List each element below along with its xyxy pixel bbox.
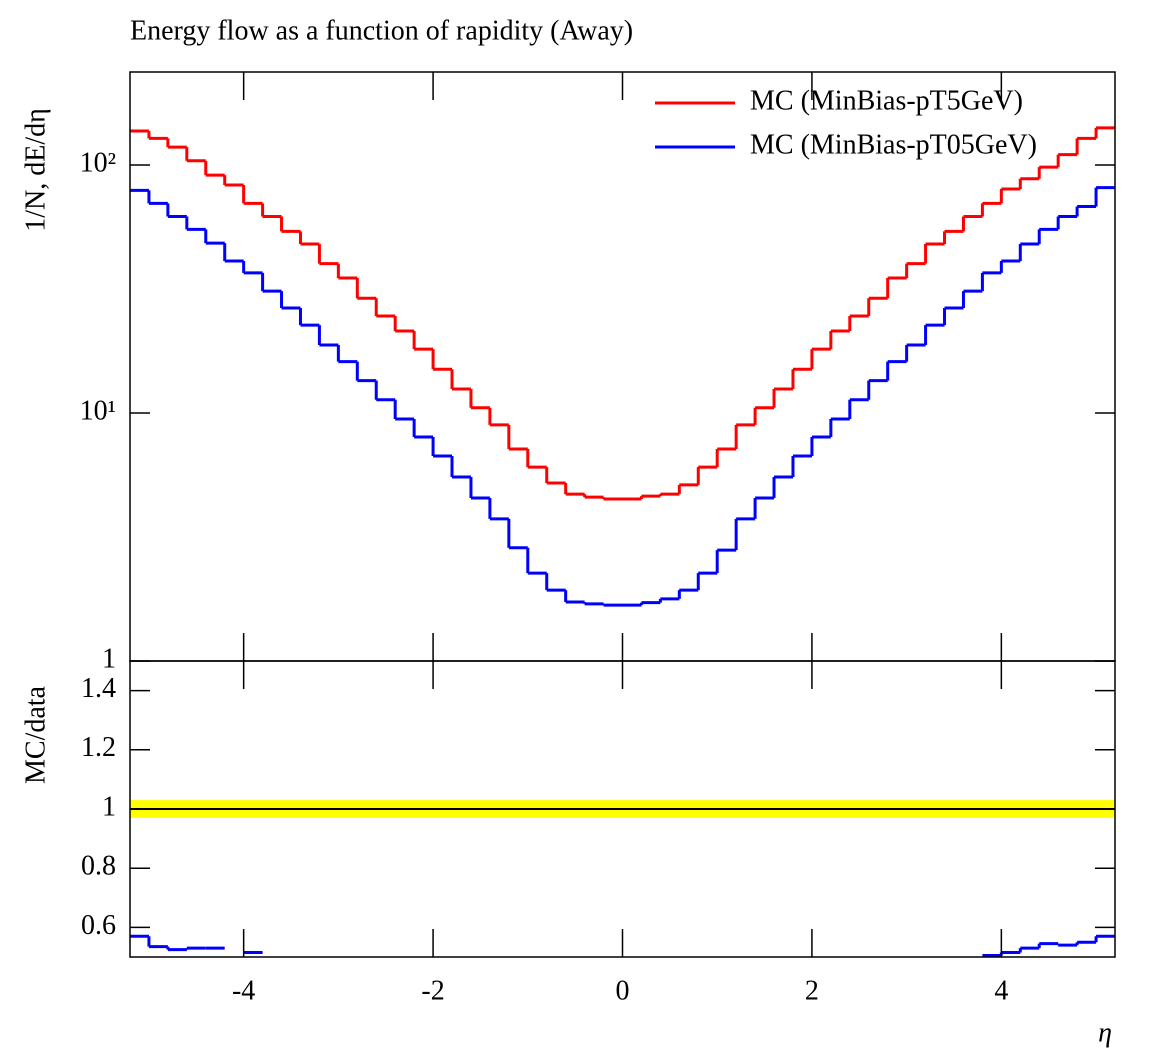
- x-tick-label: 2: [805, 975, 819, 1006]
- x-tick-label: 0: [616, 975, 630, 1006]
- x-tick-label: -4: [232, 975, 255, 1006]
- chart-title: Energy flow as a function of rapidity (A…: [130, 15, 633, 46]
- y-axis-label: 1/N, dE/dη: [20, 108, 51, 232]
- y-tick-label: 0.8: [81, 851, 116, 882]
- y-tick-label: 1: [102, 791, 116, 822]
- x-axis-label: η: [1098, 1017, 1112, 1048]
- y-tick-label: 1.2: [81, 732, 116, 763]
- x-tick-label: 4: [994, 975, 1008, 1006]
- ratio-y-axis-label: MC/data: [20, 685, 51, 784]
- y-tick-label: 10²: [80, 147, 116, 178]
- legend-label: MC (MinBias-pT05GeV): [750, 129, 1037, 160]
- x-tick-label: -2: [421, 975, 444, 1006]
- y-tick-label: 1.4: [81, 673, 116, 704]
- y-tick-label: 0.6: [81, 910, 116, 941]
- legend-label: MC (MinBias-pT5GeV): [750, 85, 1023, 116]
- histogram-riser: [147, 127, 1098, 499]
- y-tick-label: 1: [102, 643, 116, 674]
- y-tick-label: 10¹: [80, 395, 116, 426]
- histogram-riser: [147, 187, 1098, 606]
